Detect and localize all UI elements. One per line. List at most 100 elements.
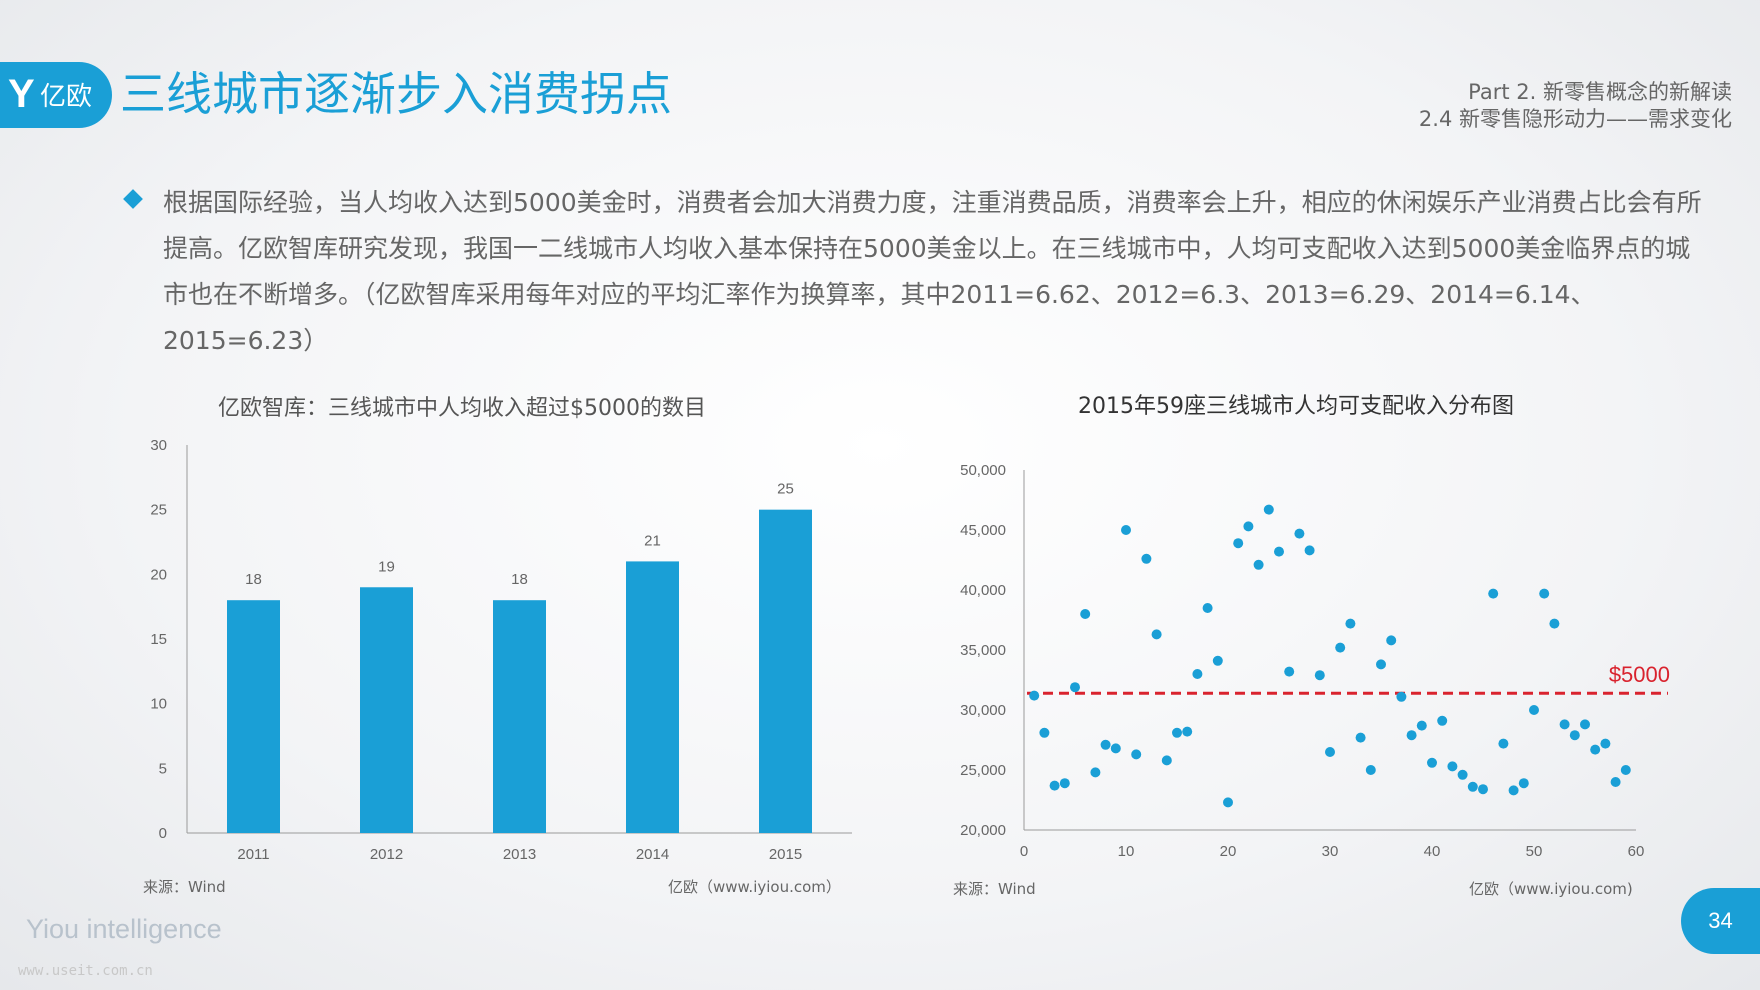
scatter-point [1620,765,1631,775]
bar-y-tick-label: 5 [159,760,167,777]
threshold-label: $5000 [1609,662,1670,687]
bar-x-tick-label: 2014 [636,846,669,863]
scatter-point [1345,618,1356,629]
bar [227,600,280,833]
scatter-point [1080,609,1091,619]
bar-x-tick-label: 2013 [503,846,536,863]
scatter-point [1376,659,1386,670]
scatter-point [1100,739,1111,750]
scatter-point [1478,784,1488,795]
bar-y-tick-label: 20 [150,566,167,583]
scatter-point [1059,778,1070,789]
logo-text: 亿欧 [40,82,93,112]
page-title: 三线城市逐渐步入消费拐点 [120,67,672,121]
section-label-sub: 2.4 新零售隐形动力——需求变化 [1418,107,1732,131]
scatter-point [1141,553,1152,564]
scatter-x-tick-label: 40 [1424,843,1441,860]
scatter-point [1355,732,1366,743]
scatter-point [1049,780,1060,791]
scatter-x-tick-label: 50 [1526,843,1543,860]
scatter-point [1396,691,1407,702]
section-label-part: Part 2. 新零售概念的新解读 [1468,80,1732,104]
scatter-point [1529,705,1539,715]
bar-value-label: 25 [777,481,794,498]
scatter-point [1610,777,1621,787]
scatter-point [1304,545,1315,556]
scatter-credit-note: 亿欧（www.iyiou.com) [1469,880,1633,898]
scatter-point [1172,727,1182,738]
bar-credit-note: 亿欧（www.iyiou.com） [668,878,841,896]
scatter-point [1518,778,1529,789]
bar-y-tick-label: 15 [150,631,167,648]
scatter-point [1029,690,1040,701]
scatter-x-tick-label: 30 [1322,843,1339,860]
scatter-point [1090,767,1101,778]
bar-y-tick-label: 10 [150,696,167,713]
bar-x-tick-label: 2011 [237,846,269,863]
bar-chart-title: 亿欧智库：三线城市中人均收入超过$5000的数目 [218,396,706,421]
scatter-point [1406,730,1417,741]
scatter-point [1457,769,1468,780]
bar [360,587,413,833]
bar-y-tick-label: 0 [159,825,167,842]
scatter-x-tick-label: 60 [1628,843,1645,860]
scatter-point [1151,629,1162,640]
scatter-y-tick-label: 25,000 [960,762,1006,779]
scatter-point [1253,559,1264,570]
logo-badge: Y 亿欧 [0,62,112,128]
scatter-point [1223,797,1233,808]
bullet-paragraph: 根据国际经验，当人均收入达到5000美金时，消费者会加大消费力度，注重消费品质，… [163,188,1702,355]
scatter-y-tick-label: 35,000 [960,642,1006,659]
scatter-point [1437,715,1448,726]
scatter-point [1284,666,1295,677]
scatter-point [1416,720,1427,731]
scatter-point [1559,719,1570,730]
scatter-point [1508,785,1519,796]
scatter-point [1243,521,1254,532]
scatter-point [1131,749,1142,760]
scatter-point [1161,755,1172,766]
bar-x-tick-label: 2012 [370,846,403,863]
scatter-y-tick-label: 45,000 [960,522,1006,539]
scatter-point [1039,727,1050,738]
bar [626,561,679,833]
scatter-point [1467,781,1478,792]
bar-y-tick-label: 30 [150,437,167,454]
scatter-point [1314,670,1325,681]
scatter-point [1202,603,1213,613]
scatter-point [1070,682,1080,693]
scatter-point [1325,747,1335,757]
scatter-point [1294,528,1305,539]
scatter-point [1365,765,1376,775]
footer-brand: Yiou intelligence [26,914,222,944]
logo-mark: Y [8,72,35,116]
scatter-point [1386,635,1397,646]
scatter-point [1498,738,1509,749]
bar-value-label: 19 [378,558,395,575]
scatter-point [1121,525,1131,535]
page-number: 34 [1681,888,1760,954]
scatter-point [1212,655,1223,666]
bar-x-tick-label: 2015 [769,846,802,863]
scatter-point [1110,743,1121,754]
scatter-point [1600,738,1611,749]
scatter-point [1569,730,1580,741]
scatter-x-tick-label: 20 [1220,843,1237,860]
scatter-source-note: 来源：Wind [953,880,1036,898]
scatter-y-tick-label: 40,000 [960,582,1006,599]
scatter-point [1274,546,1284,557]
scatter-chart-title: 2015年59座三线城市人均可支配收入分布图 [1078,394,1514,419]
scatter-y-tick-label: 30,000 [960,702,1006,719]
bar-value-label: 21 [644,532,661,549]
scatter-point [1590,744,1601,755]
bar-source-note: 来源：Wind [143,878,226,896]
scatter-point [1580,719,1590,730]
scatter-point [1549,618,1560,629]
scatter-point [1427,757,1437,768]
bar-value-label: 18 [245,571,262,588]
scatter-y-tick-label: 20,000 [960,822,1006,839]
scatter-point [1335,642,1346,653]
scatter-point [1488,588,1499,599]
scatter-point [1539,588,1550,599]
